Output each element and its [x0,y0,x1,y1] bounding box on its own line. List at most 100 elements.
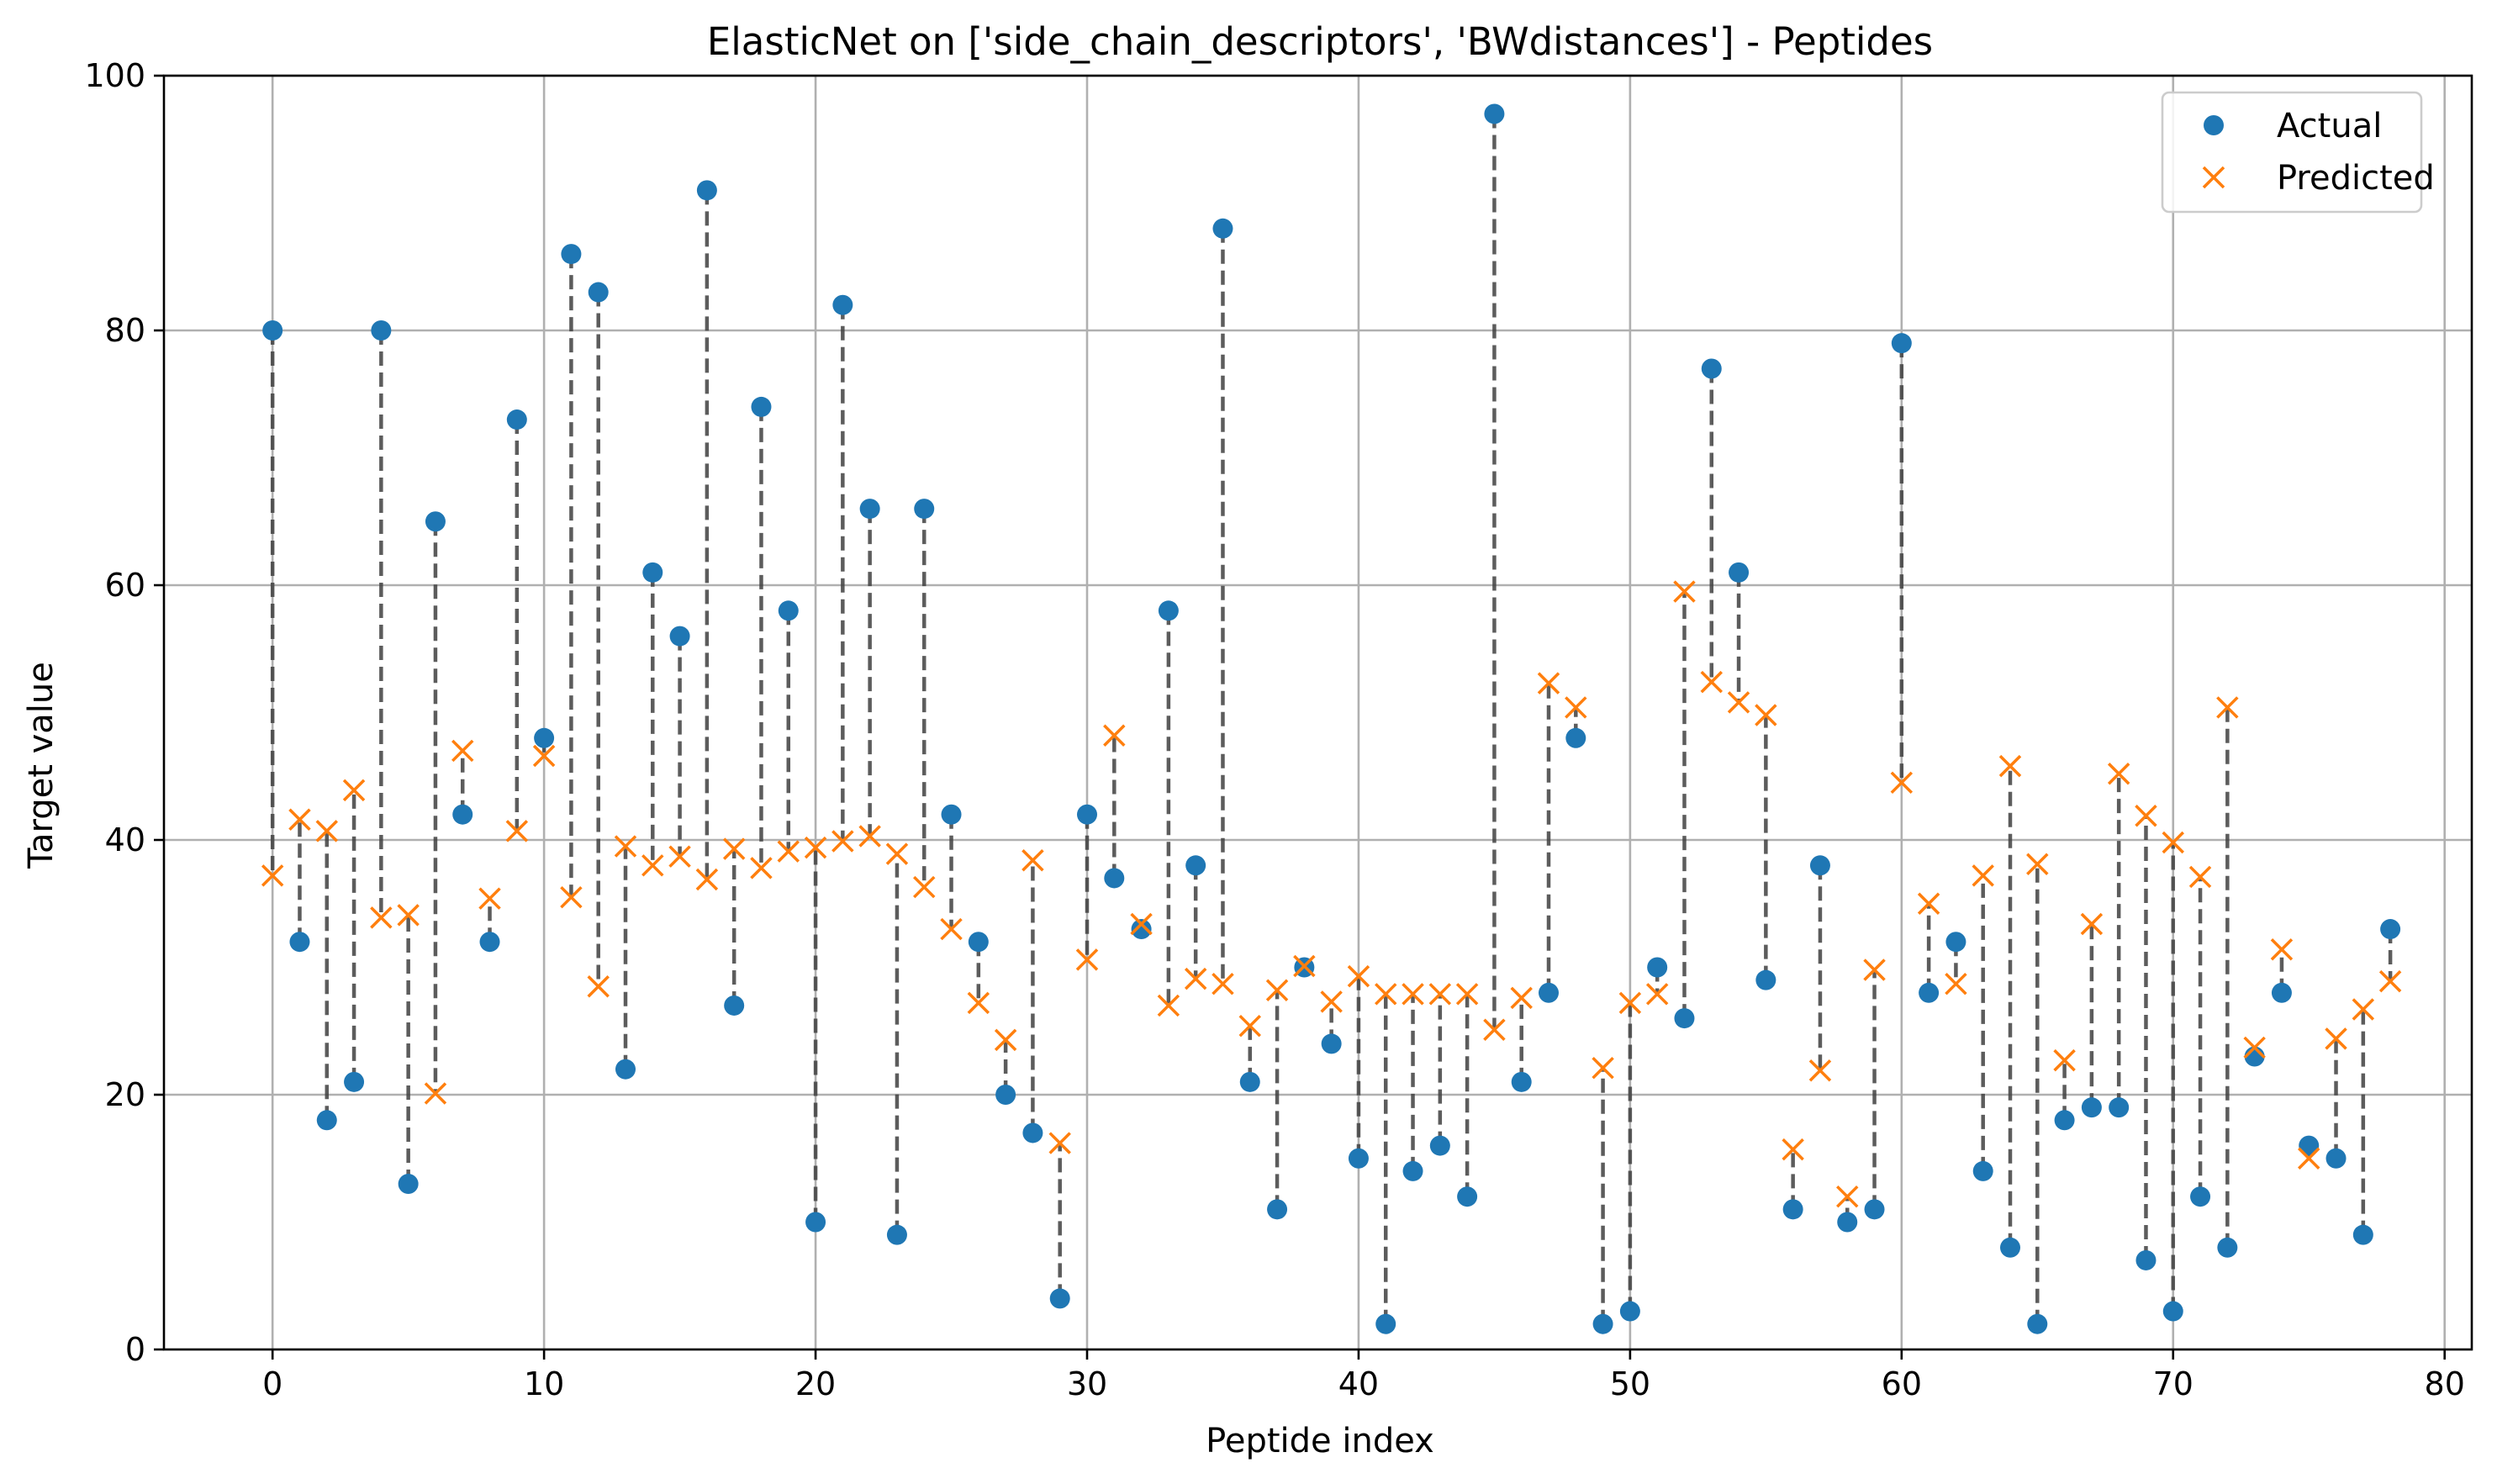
predicted-point-7 [451,739,474,763]
actual-point-34 [1185,855,1206,876]
actual-point-17 [724,995,745,1016]
actual-point-20 [805,1212,826,1233]
plot-frame [162,74,2473,1351]
actual-point-32 [1131,919,1152,940]
predicted-point-34 [1184,967,1207,990]
actual-point-45 [1484,103,1505,124]
actual-point-43 [1429,1135,1450,1156]
actual-point-9 [506,409,527,430]
actual-point-1 [289,932,310,953]
predicted-points [261,580,2402,1208]
predicted-point-33 [1157,994,1180,1017]
actual-point-71 [2190,1186,2211,1207]
actual-point-16 [696,180,717,201]
actual-point-63 [1972,1160,1993,1181]
actual-point-25 [941,804,962,825]
predicted-point-35 [1212,972,1234,995]
legend-label-predicted: Predicted [2277,159,2435,198]
actual-point-33 [1158,600,1179,621]
actual-point-69 [2135,1249,2156,1270]
predicted-point-53 [1700,670,1724,694]
predicted-point-42 [1402,983,1424,1006]
actual-point-24 [914,499,935,520]
predicted-point-23 [885,842,909,865]
predicted-point-4 [370,906,393,929]
actual-point-51 [1647,957,1668,978]
predicted-point-71 [2188,865,2212,889]
actual-point-66 [2054,1110,2075,1131]
actual-point-26 [968,932,989,953]
predicted-point-8 [478,887,501,910]
actual-point-13 [615,1059,636,1080]
actual-point-28 [1022,1122,1043,1143]
predicted-point-46 [1510,986,1533,1010]
predicted-point-44 [1455,983,1479,1006]
predicted-point-65 [2026,853,2049,876]
predicted-point-25 [940,917,963,941]
predicted-point-22 [858,825,881,848]
actual-point-35 [1212,218,1233,239]
actual-point-41 [1375,1313,1396,1334]
predicted-point-6 [424,1082,447,1105]
predicted-point-36 [1238,1014,1262,1038]
predicted-point-26 [967,991,990,1015]
predicted-point-77 [2352,998,2375,1021]
predicted-point-74 [2270,938,2294,961]
actual-point-78 [2380,919,2401,940]
x-axis: 0 10 20 30 40 50 60 70 80 [262,1349,2465,1402]
predicted-point-32 [1130,912,1153,936]
predicted-point-70 [2162,831,2185,854]
actual-point-47 [1539,982,1559,1003]
predicted-point-37 [1265,979,1289,1002]
actual-point-3 [344,1071,365,1092]
actual-point-44 [1457,1186,1478,1207]
predicted-point-76 [2325,1027,2347,1050]
actual-point-31 [1104,868,1125,889]
predicted-point-43 [1428,983,1452,1006]
actual-point-72 [2217,1237,2238,1258]
x-tick-label-50: 50 [1610,1365,1650,1402]
actual-point-62 [1945,932,1966,953]
actual-point-37 [1267,1199,1288,1220]
actual-point-7 [452,804,473,825]
predicted-point-69 [2135,804,2157,827]
predicted-point-12 [587,974,610,998]
actual-point-46 [1511,1071,1532,1092]
predicted-point-62 [1945,972,1967,995]
x-tick-label-80: 80 [2425,1365,2465,1402]
actual-point-56 [1782,1199,1803,1220]
actual-point-61 [1919,982,1940,1003]
predicted-point-64 [1998,754,2022,778]
actual-point-57 [1809,855,1830,876]
predicted-point-5 [397,904,420,927]
predicted-point-73 [2243,1036,2266,1059]
predicted-point-67 [2080,912,2104,936]
legend-marker-actual [2204,115,2224,135]
predicted-point-30 [1075,948,1099,971]
actual-point-67 [2081,1097,2102,1118]
actual-point-4 [371,320,392,341]
x-axis-label: Peptide index [1206,1422,1434,1460]
legend-label-actual: Actual [2277,107,2382,145]
predicted-point-3 [342,779,366,802]
legend: Actual Predicted [2161,91,2435,214]
predicted-point-54 [1727,691,1750,714]
predicted-point-28 [1022,849,1044,872]
actual-point-42 [1402,1160,1423,1181]
predicted-point-55 [1755,704,1777,726]
predicted-point-39 [1320,990,1343,1013]
predicted-point-20 [804,836,827,859]
predicted-point-68 [2107,762,2130,785]
predicted-point-57 [1808,1059,1832,1082]
y-tick-label-80: 80 [105,312,145,349]
actual-point-18 [751,396,772,417]
actual-point-21 [832,294,853,315]
actual-point-36 [1239,1071,1260,1092]
actual-point-29 [1049,1288,1070,1309]
actual-point-59 [1864,1199,1885,1220]
y-axis-label: Target value [22,662,61,869]
actual-point-49 [1592,1313,1613,1334]
predicted-point-52 [1673,580,1696,603]
actual-point-70 [2162,1301,2183,1322]
